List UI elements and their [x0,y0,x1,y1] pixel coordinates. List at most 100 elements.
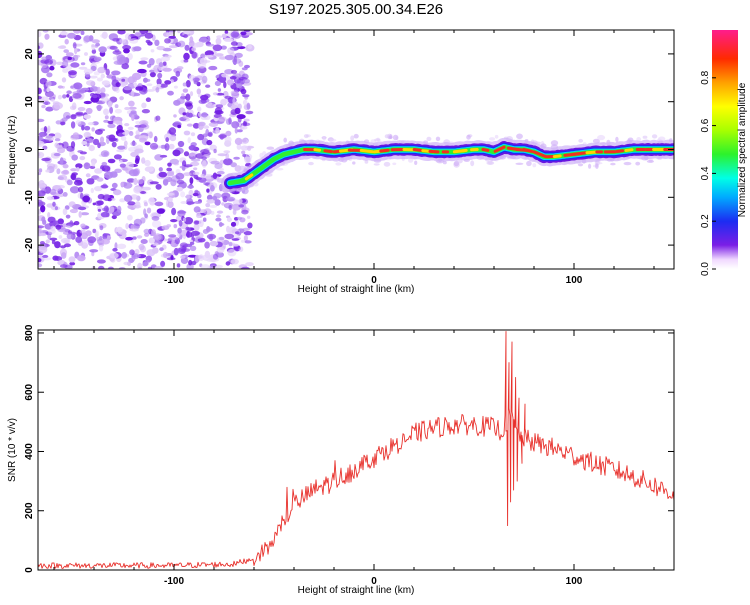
noise-blob [76,120,82,125]
noise-blob [113,50,122,54]
noise-blob [102,162,108,166]
noise-blob [41,57,46,61]
noise-blob [73,82,82,89]
noise-blob [73,42,77,48]
y-tick-label: -20 [24,237,35,252]
noise-blob [46,72,52,77]
noise-blob [135,86,143,91]
noise-blob [186,194,190,199]
noise-blob [210,185,215,192]
noise-blob [237,114,246,119]
noise-blob [163,68,172,72]
noise-blob [121,182,124,188]
noise-blob [225,30,229,33]
noise-blob [105,115,109,119]
halo-blob [374,163,380,165]
noise-blob [145,260,150,264]
noise-blob [183,172,192,176]
noise-blob [193,175,198,179]
noise-blob [227,217,232,222]
noise-blob [95,43,100,47]
noise-blob [68,57,72,60]
noise-blob [228,117,231,124]
noise-blob [176,98,184,104]
noise-blob [191,132,195,136]
noise-blob [97,67,105,74]
noise-blob [119,39,126,44]
noise-blob [95,231,98,238]
noise-blob [186,231,189,238]
noise-blob [139,61,148,65]
noise-blob [204,242,210,249]
noise-blob [190,177,194,184]
noise-blob [139,138,147,143]
noise-blob [56,168,60,174]
noise-blob [210,241,219,246]
noise-blob [180,191,185,197]
noise-blob [126,162,134,169]
noise-blob [84,35,92,42]
noise-blob [193,193,199,196]
noise-blob [170,179,176,186]
noise-blob [36,119,45,122]
noise-blob [101,212,110,218]
noise-blob [66,215,71,219]
noise-blob [117,146,125,150]
noise-blob [44,126,47,133]
noise-blob [46,239,50,243]
noise-blob [183,233,186,239]
noise-blob [41,217,45,223]
noise-blob [147,64,152,68]
ridge-hot-segment [325,151,332,152]
noise-blob [47,196,54,200]
noise-blob [166,32,170,37]
noise-blob [206,44,215,47]
noise-blob [124,107,130,110]
noise-blob [144,229,150,234]
halo-blob [489,137,495,141]
noise-blob [168,36,176,39]
y-tick-label: -10 [24,190,35,205]
noise-blob [184,151,189,156]
noise-blob [55,138,61,141]
noise-blob [206,199,215,204]
noise-blob [205,55,214,58]
noise-blob [150,143,158,150]
noise-blob [201,174,205,178]
noise-blob [167,91,174,96]
noise-blob [70,86,74,89]
noise-blob [36,96,42,99]
noise-blob [83,195,90,202]
noise-blob [176,187,183,192]
noise-blob [90,76,98,79]
noise-blob [238,204,244,207]
noise-blob [80,230,86,234]
halo-blob [532,163,536,167]
noise-blob [121,136,127,141]
y-tick-label: 20 [24,48,35,60]
noise-blob [133,77,137,83]
spectrogram-x-label: Height of straight line (km) [298,284,415,295]
noise-blob [244,119,250,122]
noise-blob [86,80,95,86]
noise-blob [141,157,145,164]
noise-blob [168,234,176,237]
noise-blob [101,74,105,79]
noise-blob [104,172,113,179]
noise-blob [80,151,87,154]
spectrogram-y-label: Frequency (Hz) [7,116,18,185]
noise-blob [248,45,252,49]
noise-blob [220,135,224,139]
noise-blob [173,114,177,117]
ridge-hot-segment [617,151,623,152]
colorbar-tick-label: 0.2 [700,214,711,228]
noise-blob [148,197,155,204]
noise-blob [131,225,134,230]
noise-blob [139,124,147,128]
noise-blob [76,167,79,171]
noise-blob [55,206,58,210]
noise-blob [217,211,223,214]
noise-blob [184,164,193,167]
noise-blob [198,112,202,117]
